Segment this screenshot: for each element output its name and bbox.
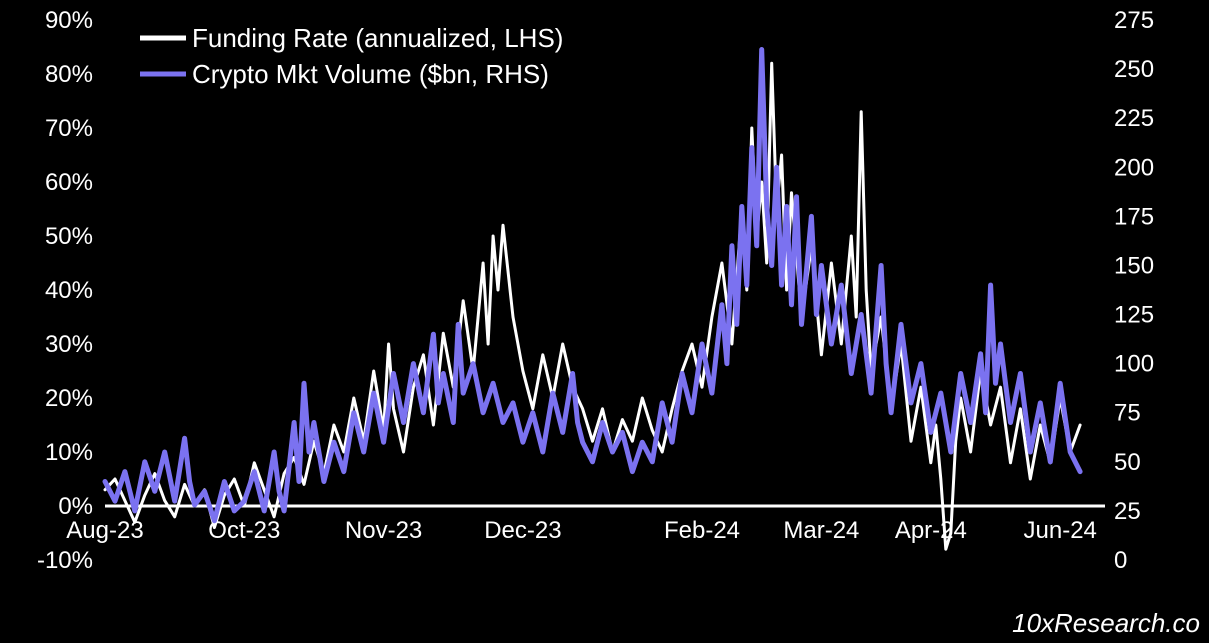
x-tick-label: Nov-23 <box>345 517 422 544</box>
y-right-tick-label: 25 <box>1114 498 1141 525</box>
x-tick-label: Feb-24 <box>664 517 740 544</box>
y-left-tick-label: 70% <box>45 115 93 142</box>
y-left-tick-label: 0% <box>58 493 93 520</box>
y-left-tick-label: 20% <box>45 385 93 412</box>
y-right-tick-label: 275 <box>1114 7 1154 34</box>
y-left-tick-label: 10% <box>45 439 93 466</box>
y-left-tick-label: 30% <box>45 331 93 358</box>
y-right-tick-label: 225 <box>1114 105 1154 132</box>
y-left-tick-label: 40% <box>45 277 93 304</box>
x-tick-label: Aug-23 <box>66 517 143 544</box>
y-right-tick-label: 200 <box>1114 154 1154 181</box>
legend-label: Funding Rate (annualized, LHS) <box>192 23 563 53</box>
watermark: 10xResearch.co <box>1012 608 1200 638</box>
dual-axis-line-chart: -10% 0% 10% 20% 30% 40% 50% 60% 70% 80% 90% 0 25 50 75… <box>0 0 1209 643</box>
y-right-tick-label: 50 <box>1114 449 1141 476</box>
x-tick-label: Oct-23 <box>208 517 280 544</box>
x-tick-label: Jun-24 <box>1024 517 1097 544</box>
x-tick-label: Apr-24 <box>895 517 967 544</box>
y-left-tick-label: 60% <box>45 169 93 196</box>
y-right-tick-label: 0 <box>1114 547 1127 574</box>
y-right-tick-label: 175 <box>1114 203 1154 230</box>
x-tick-label: Mar-24 <box>783 517 859 544</box>
y-left-tick-label: 50% <box>45 223 93 250</box>
x-tick-label: Dec-23 <box>484 517 561 544</box>
y-right-tick-label: 100 <box>1114 351 1154 378</box>
legend-label: Crypto Mkt Volume ($bn, RHS) <box>192 59 549 89</box>
y-right-tick-label: 125 <box>1114 302 1154 329</box>
y-right-tick-label: 150 <box>1114 252 1154 279</box>
y-left-tick-label: 90% <box>45 7 93 34</box>
y-right-tick-label: 75 <box>1114 400 1141 427</box>
y-left-tick-label: -10% <box>37 547 93 574</box>
y-left-tick-label: 80% <box>45 61 93 88</box>
y-right-tick-label: 250 <box>1114 56 1154 83</box>
